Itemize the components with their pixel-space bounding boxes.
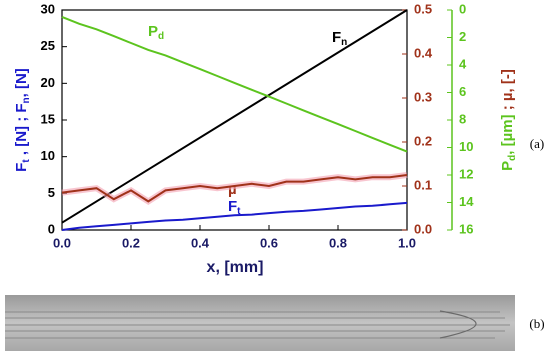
yticks-label: 25 [41, 38, 55, 53]
y3ticks-label: 12 [459, 166, 473, 181]
x-axis-label: x, [mm] [207, 259, 264, 276]
yticks-label: 15 [41, 111, 55, 126]
y2ticks-label: 0.3 [414, 89, 432, 104]
panel-label: (a) [530, 136, 544, 151]
y3ticks-label: 14 [459, 194, 474, 209]
y2ticks-label: 0.0 [414, 221, 432, 236]
yticks-label: 5 [48, 185, 55, 200]
line [61, 174, 408, 203]
annotation: µ [228, 181, 237, 198]
x-tick-label: 0.8 [329, 235, 347, 250]
y2ticks-label: 0.1 [414, 177, 432, 192]
panel-label: (b) [529, 316, 544, 331]
y2ticks-label: 0.5 [414, 1, 432, 16]
y3ticks-label: 10 [459, 139, 473, 154]
yticks-label: 20 [41, 75, 55, 90]
y3ticks-label: 2 [459, 29, 466, 44]
yticks-label: 10 [41, 148, 55, 163]
y2ticks-label: 0.4 [414, 45, 433, 60]
line [61, 9, 408, 224]
line [61, 15, 408, 153]
y3ticks-label: 0 [459, 1, 466, 16]
x-tick-label: 0.4 [191, 235, 210, 250]
annotation: Ft [228, 198, 241, 217]
annotation: Fn [332, 29, 347, 48]
y-axis-label: Ft , [N] ; Fn, [N] [13, 68, 32, 172]
yticks-label: 30 [41, 1, 55, 16]
y2ticks-label: 0.2 [414, 133, 432, 148]
x-tick-label: 0.2 [122, 235, 140, 250]
x-tick-label: 0.6 [260, 235, 278, 250]
x-tick-label: 1.0 [398, 235, 416, 250]
y3ticks-label: 8 [459, 111, 466, 126]
micrograph [5, 295, 515, 351]
y3ticks-label: 6 [459, 84, 466, 99]
y3ticks-label: 16 [459, 221, 473, 236]
yticks-label: 0 [48, 221, 55, 236]
right-axis-label: Pd, [µm] ; µ, [-] [499, 69, 518, 171]
annotation: Pd [148, 23, 164, 42]
line [61, 201, 408, 231]
y3ticks-label: 4 [459, 56, 467, 71]
x-tick-label: 0.0 [53, 235, 71, 250]
